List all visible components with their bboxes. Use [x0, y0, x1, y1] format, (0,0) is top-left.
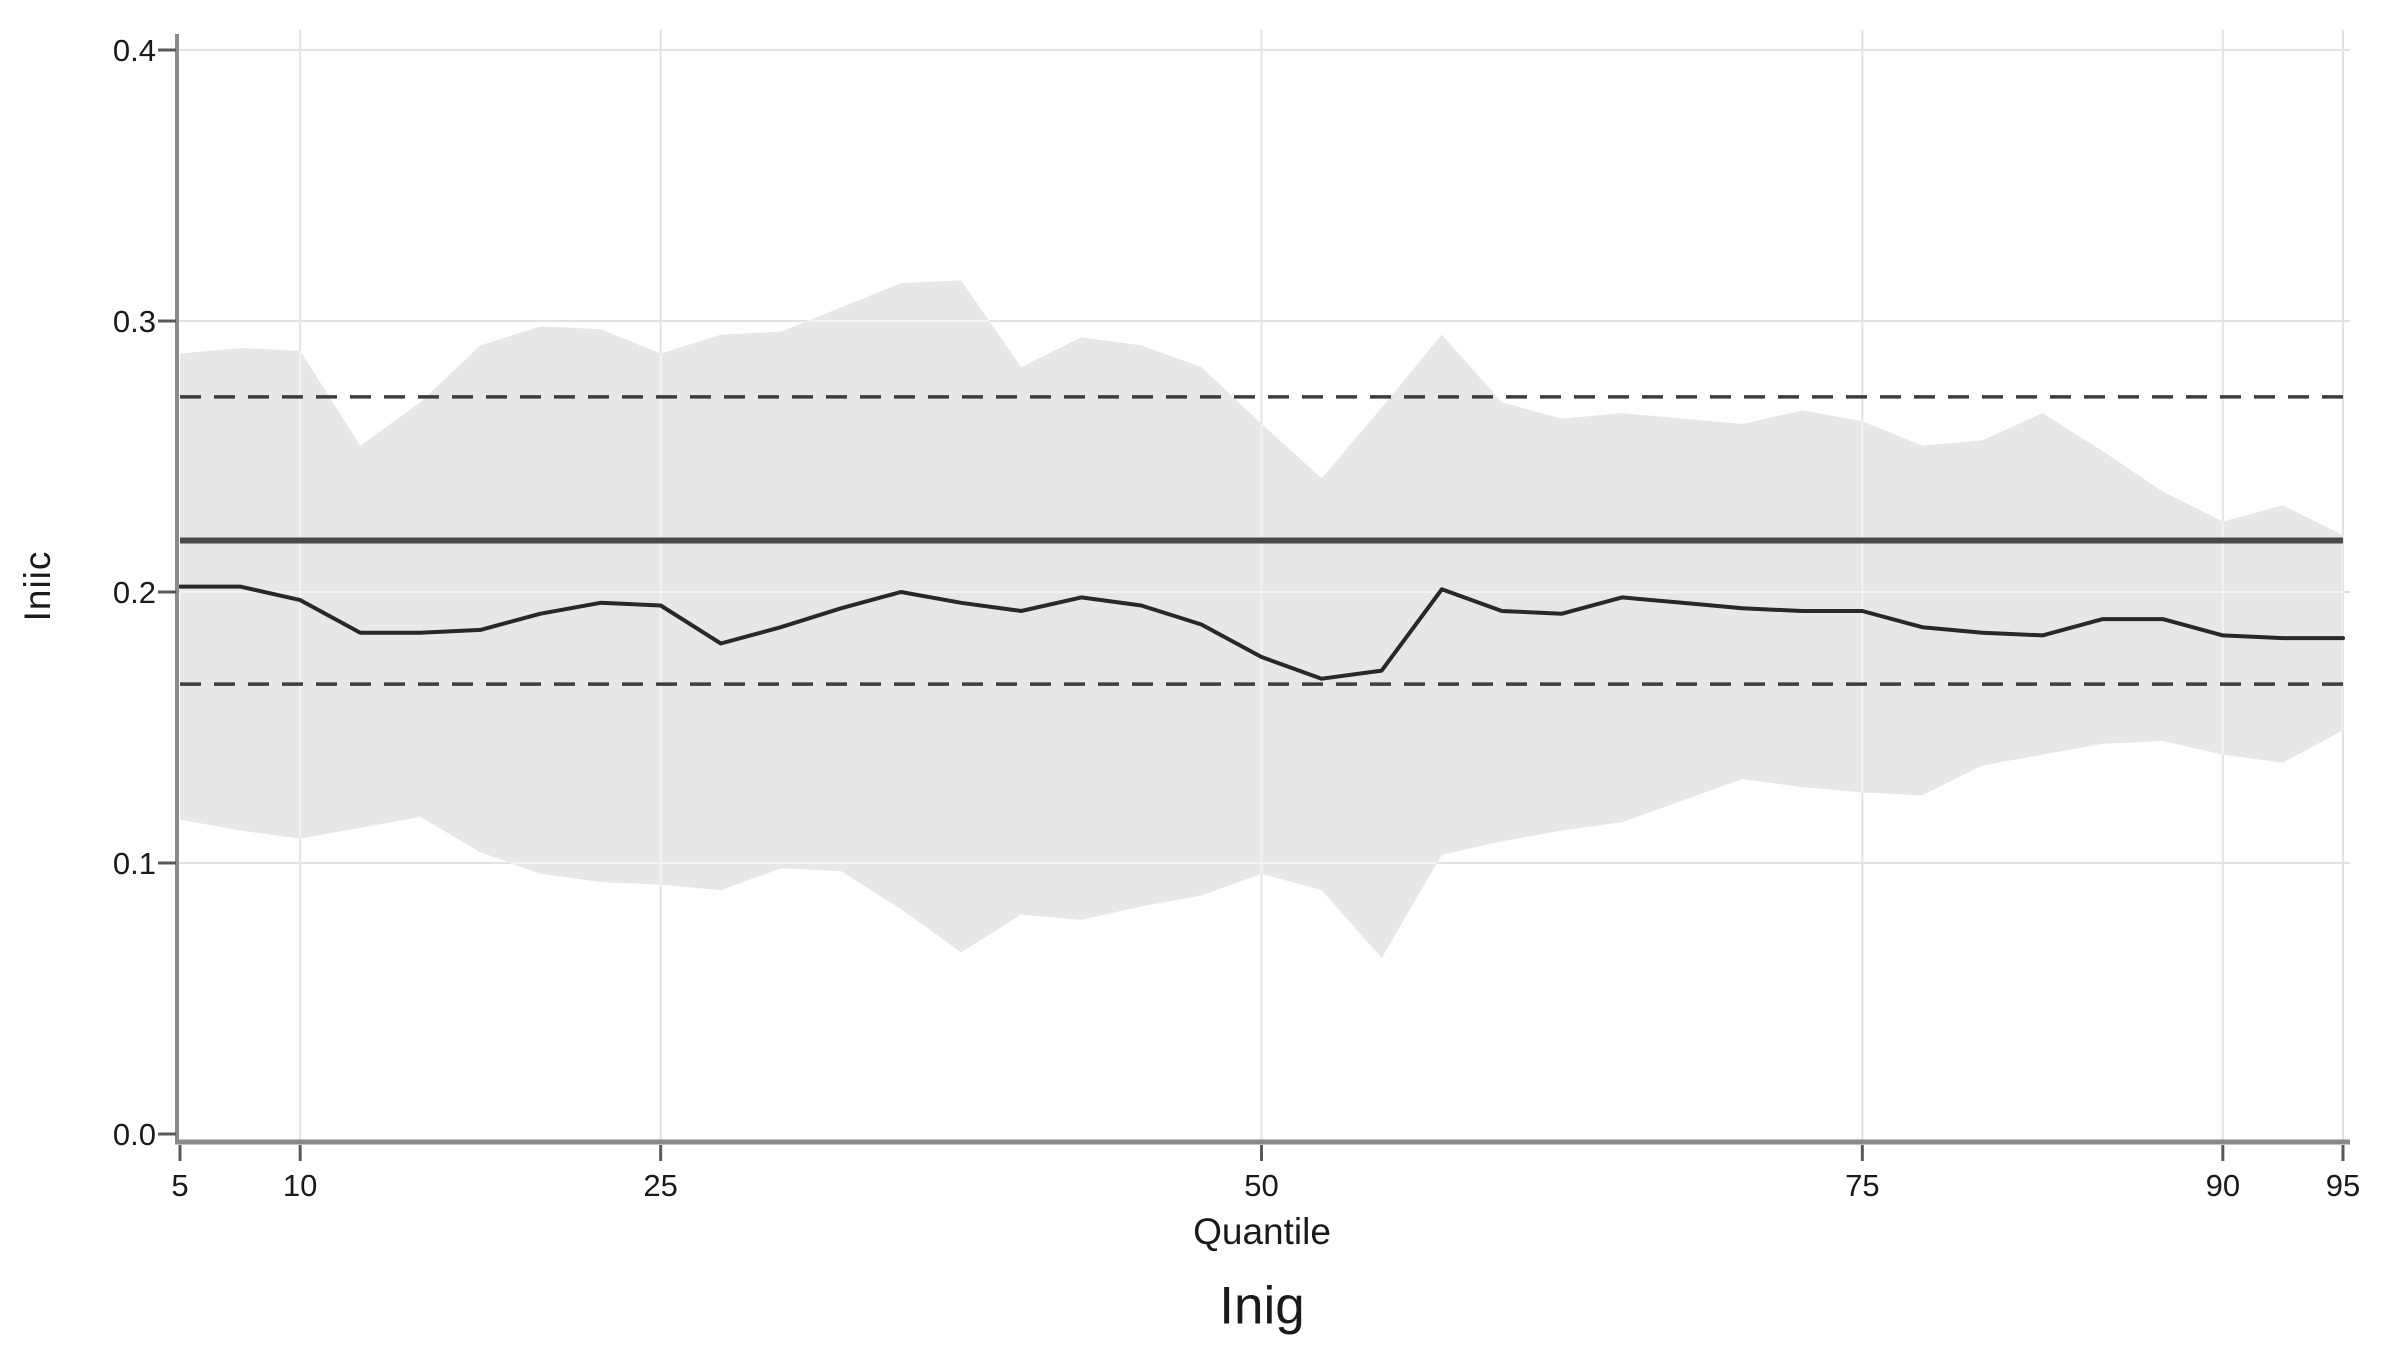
- chart-title: Inig: [1219, 1276, 1305, 1336]
- x-tick-label: 95: [2326, 1168, 2360, 1203]
- x-axis-title: Quantile: [1193, 1211, 1331, 1252]
- x-tick-label: 25: [643, 1168, 677, 1203]
- x-tick-label: 90: [2206, 1168, 2240, 1203]
- x-tick-label: 75: [1845, 1168, 1879, 1203]
- y-tick-label: 0.4: [113, 33, 156, 68]
- y-axis-title: Iniic: [17, 550, 58, 622]
- y-tick-label: 0.0: [113, 1117, 156, 1152]
- y-tick-label: 0.2: [113, 575, 156, 610]
- x-tick-label: 50: [1244, 1168, 1278, 1203]
- x-tick-label: 5: [171, 1168, 188, 1203]
- x-tick-label: 10: [283, 1168, 317, 1203]
- y-tick-label: 0.3: [113, 304, 156, 339]
- quantile-coefficient-line: [178, 584, 2345, 681]
- y-tick-label: 0.1: [113, 846, 156, 881]
